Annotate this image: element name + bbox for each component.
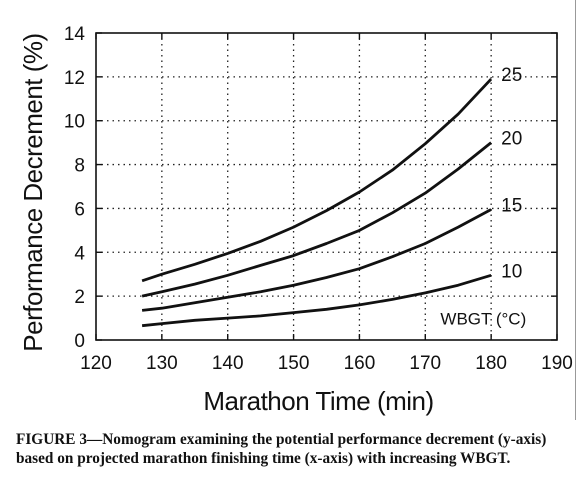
y-tick-label: 6 [74, 199, 85, 220]
x-tick-label: 170 [409, 353, 441, 374]
series-label-10: 10 [501, 261, 522, 282]
y-tick-label: 4 [74, 243, 85, 264]
series-label-15: 15 [501, 196, 522, 217]
x-tick-label: 150 [278, 353, 310, 374]
x-tick-label: 190 [541, 353, 573, 374]
series-line-20 [141, 141, 492, 298]
y-tick-label: 2 [74, 287, 85, 308]
grid-layer [96, 33, 557, 340]
label-layer: 120 130 140 150 160 170 180 190 0 2 4 6 8 10 12 14 10 15 2… [64, 24, 573, 374]
x-tick-label: 180 [475, 353, 507, 374]
y-tick-label: 8 [74, 156, 85, 177]
series-line-10 [141, 273, 492, 328]
series-line-15 [141, 208, 492, 312]
page-rule [575, 0, 576, 420]
series-line-25 [141, 78, 493, 283]
y-tick-label: 0 [74, 331, 85, 352]
y-tick-label: 12 [64, 68, 85, 89]
x-tick-label: 160 [344, 353, 376, 374]
tick-layer [95, 32, 558, 341]
figure-caption: FIGURE 3—Nomogram examining the potentia… [16, 431, 547, 467]
y-tick-label: 14 [64, 24, 86, 45]
series-label-25: 25 [501, 65, 522, 86]
x-tick-label: 140 [212, 353, 244, 374]
legend-title: WBGT (°C) [440, 310, 526, 329]
y-tick-label: 10 [64, 112, 85, 133]
x-tick-label: 120 [80, 353, 112, 374]
x-tick-label: 130 [146, 353, 178, 374]
chart: 120 130 140 150 160 170 180 190 0 2 4 6 8 10 12 14 10 15 2… [18, 24, 573, 416]
x-axis-title: Marathon Time (min) [203, 386, 433, 416]
plot-frame [95, 32, 558, 341]
series-label-20: 20 [501, 129, 522, 150]
y-axis-title: Performance Decrement (%) [18, 33, 48, 351]
series-layer [141, 78, 493, 328]
